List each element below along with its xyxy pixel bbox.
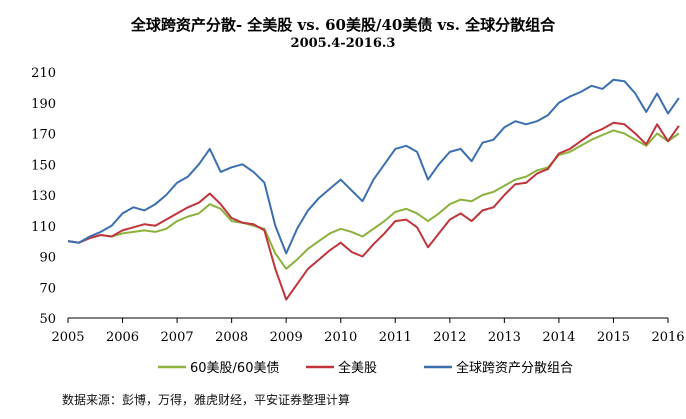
source-note: 数据来源：彭博，万得，雅虎财经，平安证券整理计算 [62,393,351,407]
x-tick-label: 2014 [542,330,575,345]
legend-label-1: 60美股/60美债 [190,361,279,376]
x-tick-label: 2012 [433,330,466,345]
y-tick-label: 110 [31,220,56,235]
y-tick-label: 130 [31,189,56,204]
x-tick-label: 2008 [215,330,248,345]
x-tick-label: 2010 [324,330,357,345]
y-tick-label: 210 [31,66,56,81]
x-tick-label: 2009 [270,330,303,345]
x-tick-label: 2011 [379,330,412,345]
axes: 50 70 90 110 130 150 170 190 210 2005 2006 2007 2008… [31,66,684,345]
series-line-3 [67,78,680,255]
x-tick-label: 2013 [488,330,521,345]
plot-area [67,78,680,301]
x-tick-label: 2015 [597,330,630,345]
y-tick-label: 70 [39,281,56,296]
legend-label-3: 全球跨资产分散组合 [456,360,573,376]
y-tick-label: 50 [39,312,56,327]
series-line-2 [67,121,680,301]
chart-title: 全球跨资产分散- 全美股 vs. 60美股/40美债 vs. 全球分散组合 [130,16,556,34]
x-tick-label: 2007 [161,330,194,345]
legend: 60美股/60美债 全美股 全球跨资产分散组合 [158,360,573,376]
x-tick-label: 2016 [651,330,684,345]
chart-subtitle: 2005.4-2016.3 [290,36,396,51]
y-tick-label: 90 [39,251,56,266]
y-tick-label: 150 [31,158,56,173]
y-tick-label: 170 [31,128,56,143]
y-tick-label: 190 [31,97,56,112]
x-tick-label: 2005 [51,330,84,345]
series-line-1 [67,129,680,270]
x-tick-label: 2006 [106,330,139,345]
legend-label-2: 全美股 [338,360,377,376]
